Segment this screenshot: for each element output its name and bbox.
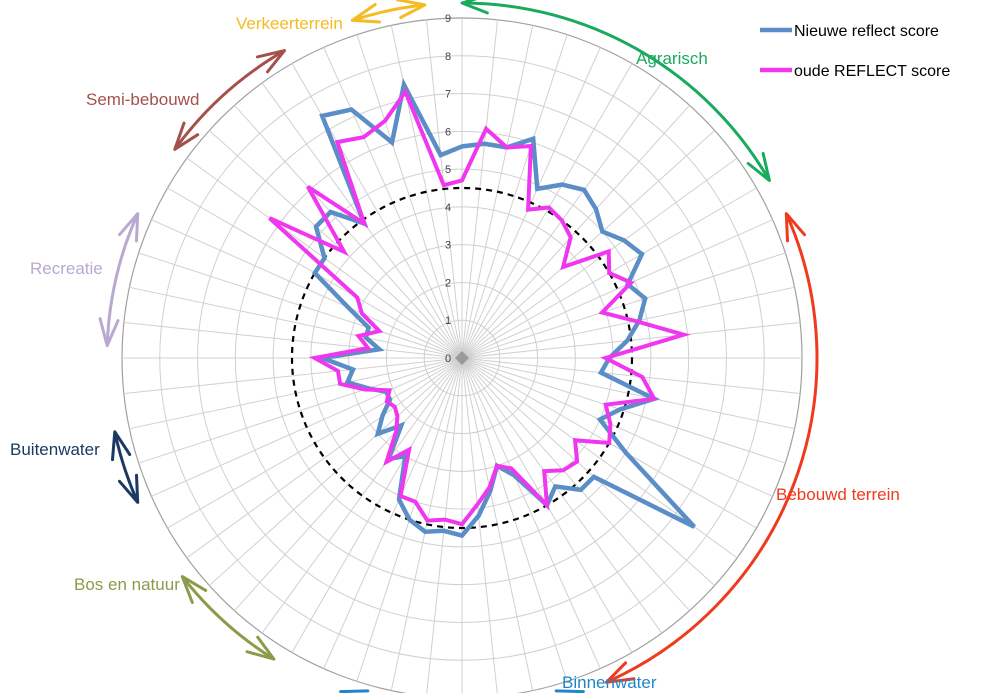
grid-spoke (461, 357, 601, 669)
radial-tick-label: 6 (445, 126, 451, 138)
category-label-buitenwater: Buitenwater (10, 440, 100, 459)
radial-tick-label: 5 (445, 164, 451, 176)
category-arrowhead-recreatie (98, 317, 120, 348)
category-label-recreatie: Recreatie (30, 259, 103, 278)
category-arc-buitenwater (113, 431, 140, 504)
series-line-nieuwe (311, 77, 696, 539)
legend-label: oude REFLECT score (794, 63, 950, 80)
category-arc-semi-bebouwd (173, 49, 286, 151)
grid-spoke (356, 34, 463, 359)
reference-circle-group (290, 186, 634, 530)
series-line-oude (268, 87, 691, 527)
grid-spoke (426, 357, 463, 693)
category-label-semi-bebouwd: Semi-bebouwd (86, 90, 199, 109)
reference-circle (290, 186, 634, 530)
radial-tick-label: 9 (445, 13, 451, 25)
category-arrowhead-agrarisch (746, 151, 771, 182)
category-arrowhead-bos-en-natuur (245, 635, 276, 661)
legend: Nieuwe reflect score oude REFLECT score (760, 23, 950, 80)
category-arrowhead-bos-en-natuur (180, 575, 208, 604)
category-arc-bebouwd-terrein (605, 212, 819, 684)
category-arrowhead-buitenwater (118, 473, 140, 504)
category-arrows: Agrarisch Bebouwd terrein Binnenwater Bos e… (10, 0, 900, 693)
grid-spoke (461, 357, 498, 693)
grid-spoke (123, 357, 463, 395)
category-arrowhead-semi-bebouwd (173, 121, 200, 151)
grid-spoke (186, 357, 463, 559)
category-arc-agrarisch (461, 1, 771, 182)
category-arc-recreatie (105, 212, 140, 346)
grid-spoke (461, 130, 716, 359)
category-arrowhead-recreatie (118, 212, 140, 243)
radial-tick-label: 0 (445, 353, 451, 365)
radial-tick-label: 8 (445, 51, 451, 63)
grid-spoke (138, 357, 463, 464)
grid-spoke (461, 63, 633, 359)
grid-spoke (461, 357, 738, 559)
radial-tick-label: 3 (445, 240, 451, 252)
grid-spoke (234, 357, 463, 612)
radial-tick-label: 1 (445, 315, 451, 327)
category-arrowhead-verkeerterrein (396, 0, 427, 19)
series-group (268, 77, 696, 539)
category-arrowhead-verkeerterrein (350, 3, 381, 24)
category-arrowhead-buitenwater (111, 430, 132, 462)
radial-tick-label: 7 (445, 89, 451, 101)
category-label-agrarisch: Agrarisch (636, 49, 708, 68)
grid-spoke (129, 286, 463, 359)
category-arrowhead-binnenwater (339, 689, 370, 693)
category-arrowhead-semi-bebouwd (255, 49, 286, 74)
category-arc-bos-en-natuur (181, 575, 275, 661)
category-arrowhead-agrarisch (460, 0, 489, 15)
grid-spoke (323, 357, 463, 669)
grid-spoke (390, 25, 463, 359)
category-label-verkeerterrein: Verkeerterrein (236, 14, 343, 33)
category-arrowhead-bebouwd-terrein (784, 212, 806, 243)
category-label-bebouwd-terrein: Bebouwd terrein (776, 485, 900, 504)
grid-spoke (461, 219, 773, 359)
grid-spoke (261, 357, 463, 634)
grid-spoke (461, 34, 568, 359)
radial-tick-labels: 0 1 2 3 4 5 6 7 8 9 (445, 13, 451, 365)
grid-spoke (291, 63, 463, 359)
legend-label: Nieuwe reflect score (794, 23, 939, 40)
grid-spoke (461, 286, 795, 359)
grid-spoke (461, 357, 663, 634)
category-arrowhead-bebouwd-terrein (604, 661, 636, 684)
category-arrowhead-binnenwater (554, 689, 585, 693)
category-label-binnenwater: Binnenwater (562, 673, 657, 692)
radial-tick-label: 2 (445, 277, 451, 289)
grid-spoke (461, 357, 801, 395)
center-marker (455, 351, 469, 365)
radial-tick-label: 4 (445, 202, 451, 214)
grid-spoke (461, 357, 690, 612)
category-label-bos-en-natuur: Bos en natuur (74, 575, 180, 594)
grid-spoke (208, 130, 463, 359)
